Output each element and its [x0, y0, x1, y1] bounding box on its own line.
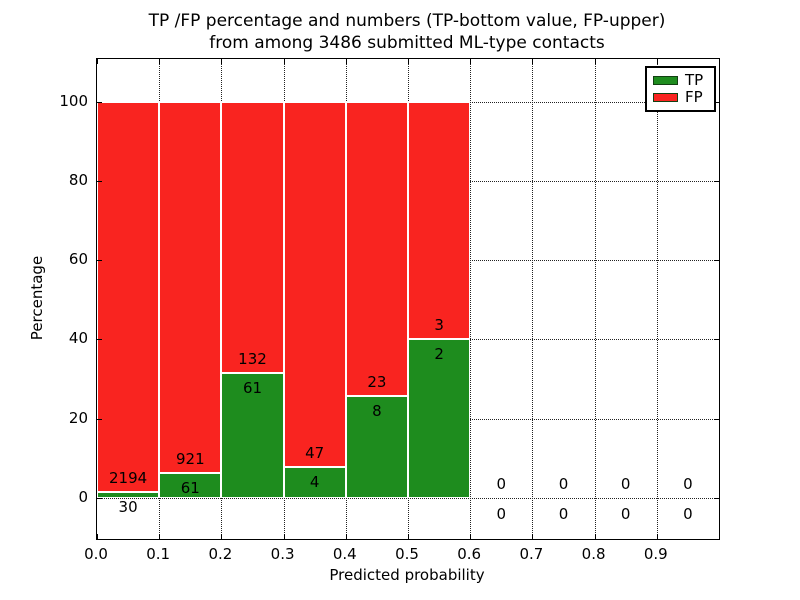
x-tick-label: 0.3: [270, 545, 295, 563]
fp-count-label: 0: [683, 474, 693, 493]
y-tick-label: 60: [68, 250, 88, 269]
x-tick-mark: [408, 534, 409, 539]
fp-bar-segment: [159, 102, 222, 473]
tp-count-label: 0: [620, 504, 631, 523]
tp-bar-segment: [345, 395, 408, 498]
tp-count-label: 30: [118, 498, 138, 517]
fp-bar-segment: [97, 102, 160, 493]
fp-legend-swatch: [653, 93, 678, 103]
y-tick-mark: [97, 181, 102, 183]
tp-bar-segment: [97, 492, 160, 498]
chart-title-line2: from among 3486 submitted ML-type contac…: [209, 33, 605, 53]
tp-bar-segment: [221, 372, 284, 498]
x-tick-label: 0.0: [84, 545, 108, 563]
tp-count-label: 0: [496, 504, 507, 523]
fp-bar-segment: [345, 102, 408, 396]
x-tick-mark-top: [532, 59, 534, 64]
v-gridline: [594, 59, 596, 539]
fp-count-label: 132: [238, 349, 267, 368]
y-tick-mark-right: [714, 339, 719, 341]
x-tick-mark: [221, 534, 223, 539]
v-gridline: [470, 59, 472, 539]
x-tick-mark: [532, 534, 534, 539]
y-tick-mark-right: [714, 260, 719, 262]
legend-entry: FP: [653, 90, 708, 105]
tp-count-label: 4: [309, 472, 320, 491]
chart-title-line1: TP /FP percentage and numbers (TP-bottom…: [148, 11, 666, 31]
fp-bar-segment: [408, 102, 471, 340]
x-tick-label: 0.1: [146, 545, 171, 563]
x-tick-mark: [594, 534, 596, 539]
legend-label: TP: [685, 70, 704, 89]
tp-bar-segment: [408, 339, 471, 498]
x-axis-label: Predicted probability: [329, 566, 485, 584]
x-tick-mark-top: [656, 59, 658, 64]
x-tick-label: 0.7: [519, 545, 544, 563]
tp-bar-segment: [159, 472, 222, 498]
fp-bar-segment: [283, 102, 346, 467]
legend-label: FP: [685, 88, 703, 107]
fp-count-label: 2194: [109, 469, 148, 488]
fp-count-label: 23: [367, 372, 387, 391]
fp-count-label: 0: [620, 474, 631, 493]
x-tick-mark-top: [283, 59, 285, 64]
v-gridline: [656, 59, 658, 539]
x-tick-label: 0.5: [395, 545, 419, 563]
x-tick-mark-top: [408, 59, 409, 64]
y-tick-mark-right: [714, 497, 719, 499]
y-tick-mark-right: [714, 418, 719, 420]
x-tick-label: 0.8: [581, 545, 606, 563]
x-tick-label: 0.6: [457, 545, 482, 563]
y-tick-label: 80: [68, 171, 88, 190]
y-tick-mark: [97, 102, 102, 104]
x-tick-label: 0.2: [208, 545, 233, 563]
x-tick-mark-top: [97, 59, 98, 64]
y-tick-label: 20: [68, 408, 88, 427]
tp-count-label: 61: [180, 478, 200, 497]
y-tick-mark: [97, 418, 102, 420]
x-tick-mark: [470, 534, 472, 539]
x-tick-label: 0.4: [332, 545, 357, 563]
y-tick-mark: [97, 339, 102, 341]
y-tick-label: 0: [78, 487, 88, 506]
tp-count-label: 0: [683, 504, 693, 523]
x-tick-mark-top: [221, 59, 223, 64]
x-tick-mark-top: [470, 59, 472, 64]
x-tick-mark: [97, 534, 98, 539]
legend: TP FP: [645, 66, 716, 112]
tp-bar-segment: [283, 466, 346, 498]
y-tick-mark-right: [714, 181, 719, 183]
chart-title: TP /FP percentage and numbers (TP-bottom…: [96, 10, 718, 54]
fp-count-label: 921: [175, 449, 205, 468]
fp-count-label: 0: [496, 474, 507, 493]
y-tick-label: 40: [68, 329, 88, 348]
plot-inner: 2194 30 921 61 132 61 47 4 23 8 3 2 0 0 0 0 0 0 0 0: [97, 59, 719, 539]
fp-count-label: 3: [434, 316, 444, 335]
y-tick-mark-right: [714, 102, 719, 104]
x-tick-mark: [345, 534, 347, 539]
x-tick-mark: [656, 534, 658, 539]
tp-count-label: 2: [434, 345, 444, 364]
tp-count-label: 8: [372, 401, 382, 420]
tp-count-label: 61: [242, 378, 263, 397]
v-gridline: [532, 59, 534, 539]
fp-count-label: 47: [305, 443, 325, 462]
x-tick-mark: [159, 534, 161, 539]
x-tick-label: 0.9: [643, 545, 668, 563]
x-tick-mark-top: [159, 59, 161, 64]
fp-bar-segment: [221, 102, 284, 373]
x-tick-mark: [283, 534, 285, 539]
y-tick-label: 100: [59, 92, 88, 111]
tp-legend-swatch: [653, 75, 678, 85]
legend-entry: TP: [653, 70, 708, 89]
y-tick-mark: [97, 260, 102, 262]
plot-area: 2194 30 921 61 132 61 47 4 23 8 3 2 0 0 0 0 0 0 0 0: [96, 58, 720, 540]
y-tick-mark: [97, 497, 102, 499]
tp-count-label: 0: [558, 504, 569, 523]
fp-count-label: 0: [558, 474, 569, 493]
x-tick-mark-top: [345, 59, 347, 64]
x-tick-mark-top: [594, 59, 596, 64]
